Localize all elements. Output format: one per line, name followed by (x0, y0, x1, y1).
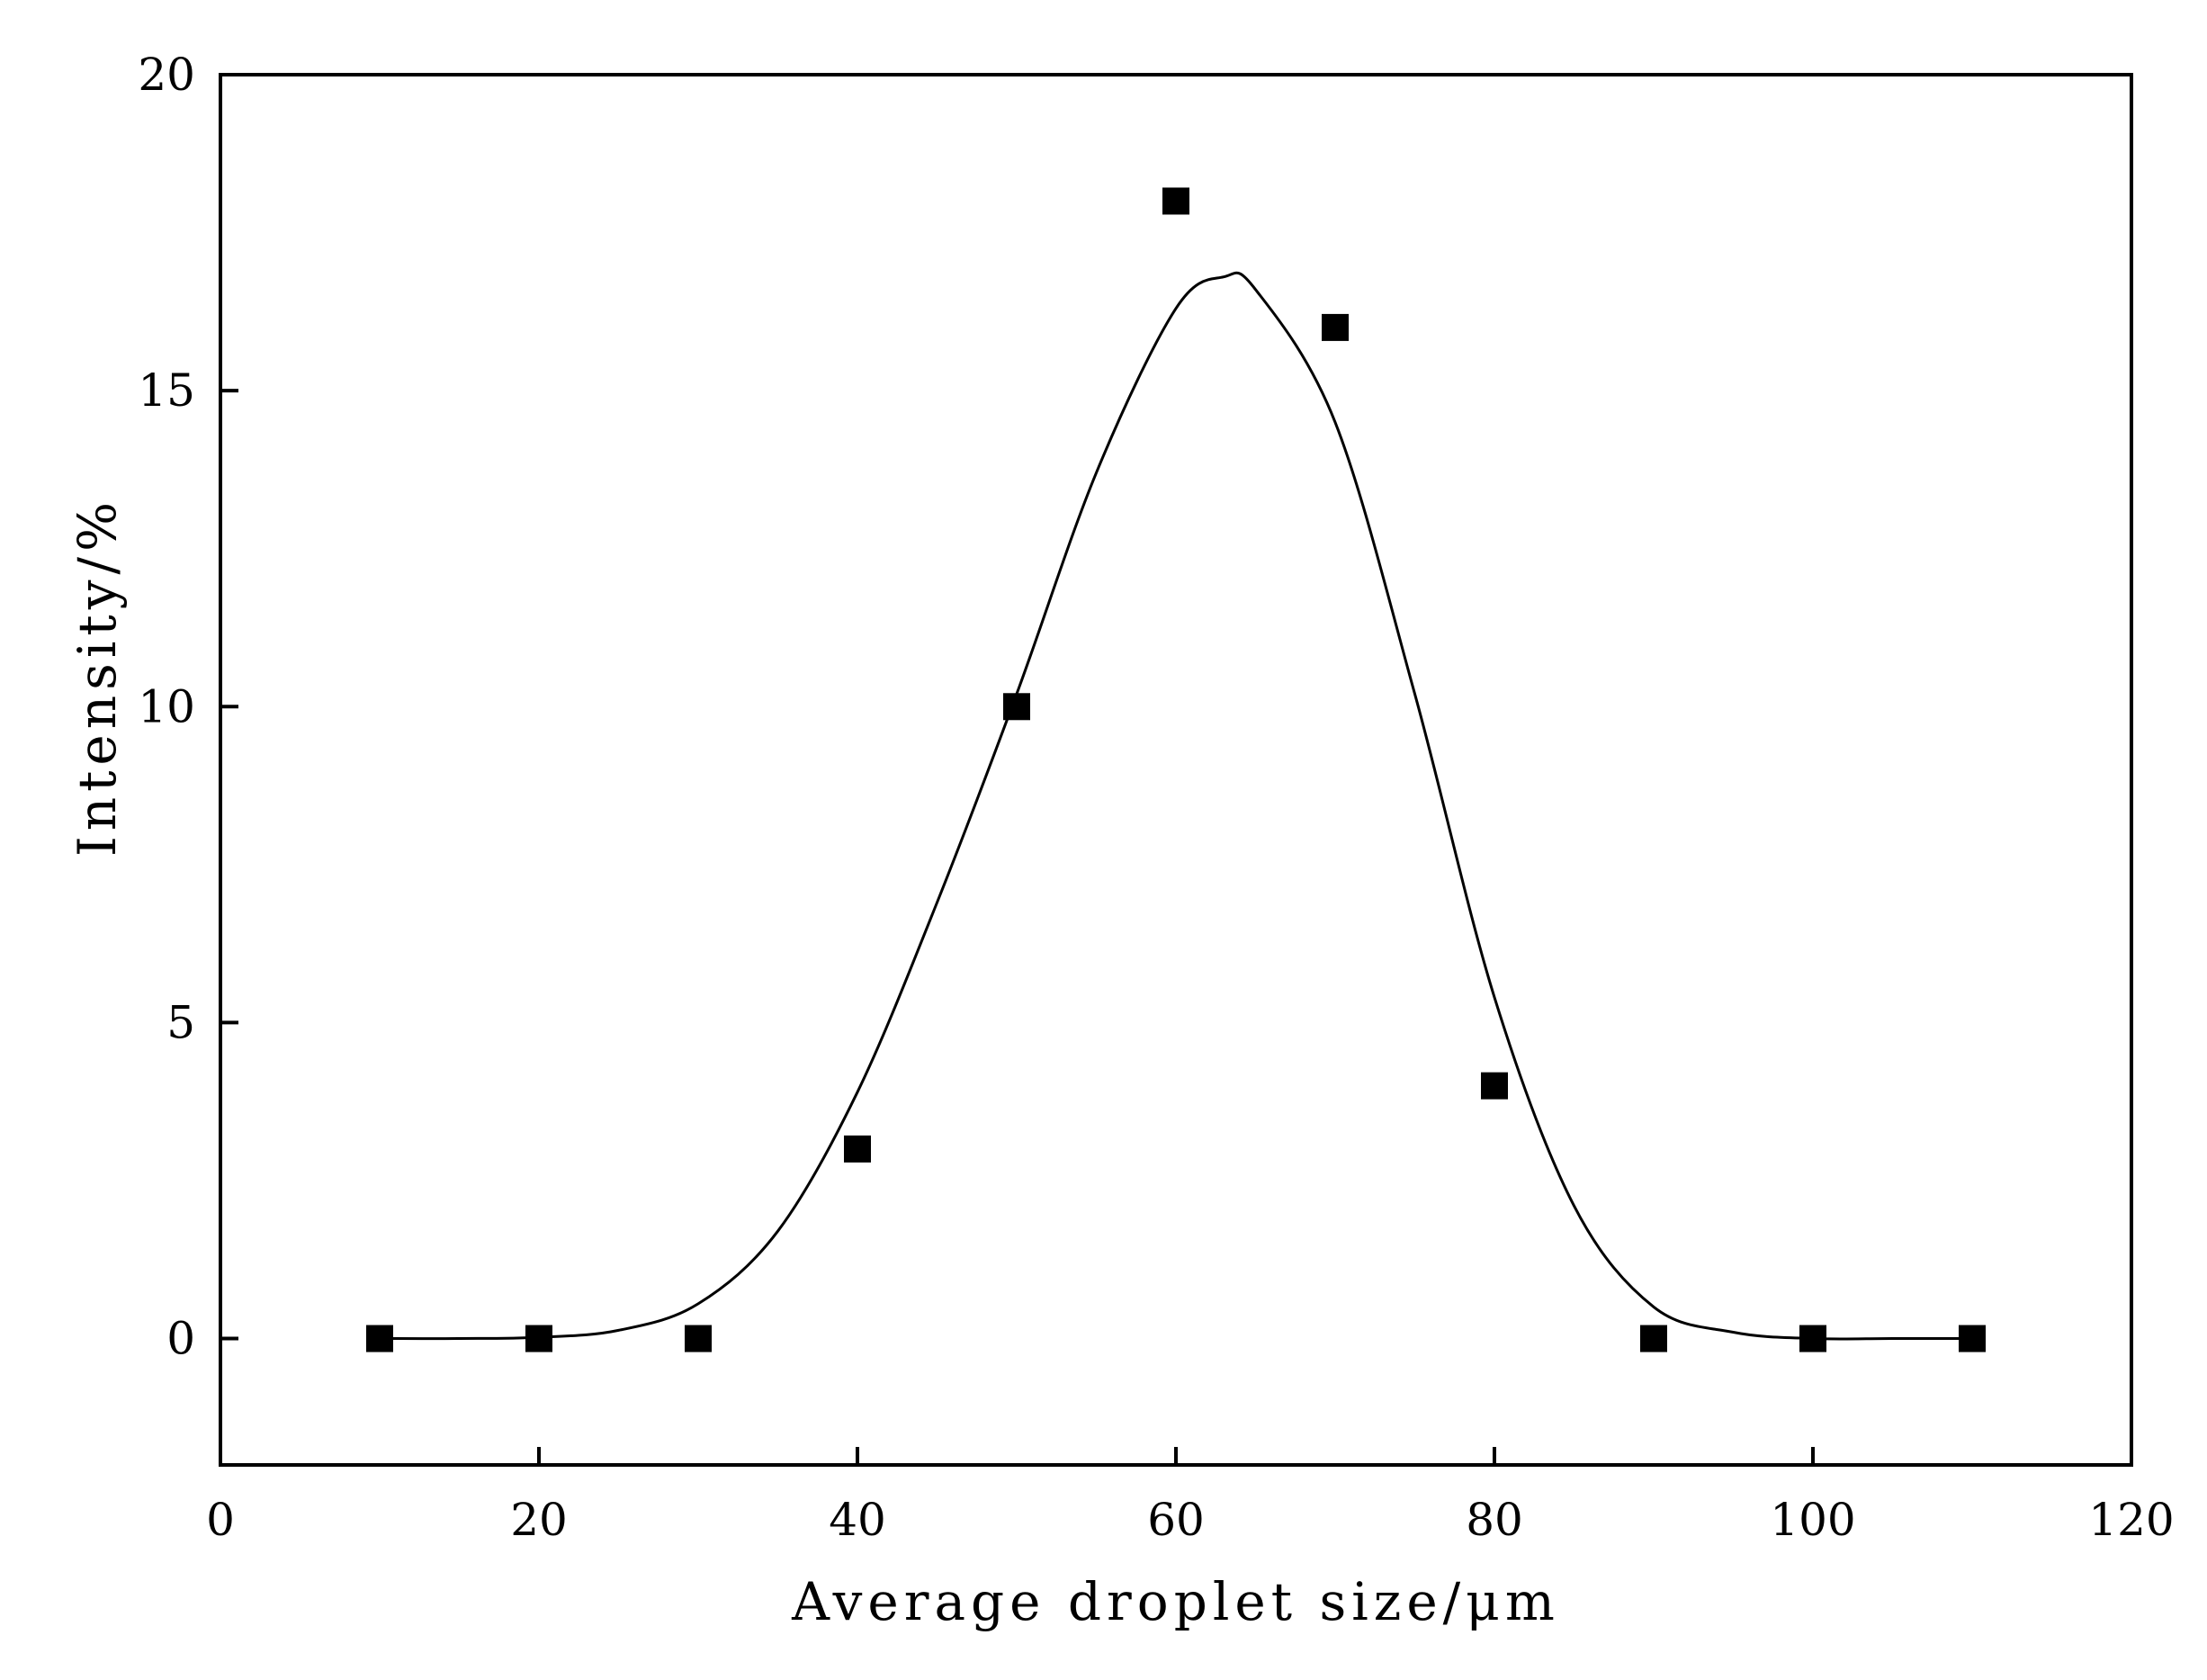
data-point-marker (525, 1325, 552, 1352)
x-tick-label: 80 (1466, 1494, 1523, 1546)
data-point-marker (1959, 1325, 1986, 1352)
data-point-marker (366, 1325, 393, 1352)
y-axis-title: Intensity/% (67, 497, 128, 857)
x-tick-label: 0 (206, 1494, 235, 1546)
data-point-marker (1322, 313, 1349, 341)
x-axis-ticks: 0 20 40 60 80 100 120 (206, 1447, 2175, 1546)
y-tick-label: 15 (138, 364, 195, 417)
plot-frame (219, 73, 2133, 1467)
x-tick-label: 100 (1770, 1494, 1855, 1546)
x-tick-label: 20 (510, 1494, 568, 1546)
y-tick-label: 0 (166, 1313, 195, 1365)
data-point-marker (1481, 1072, 1508, 1100)
y-tick-label: 5 (166, 996, 195, 1048)
fit-curve-layer (379, 271, 1972, 1341)
data-point-marker (844, 1135, 871, 1163)
data-point-marker (685, 1325, 712, 1352)
x-tick-label: 40 (829, 1494, 886, 1546)
fit-curve-line (379, 271, 1972, 1341)
x-tick-label: 60 (1147, 1494, 1205, 1546)
data-point-marker (1799, 1325, 1826, 1352)
data-point-marker (1003, 693, 1030, 721)
y-tick-label: 10 (138, 680, 195, 732)
data-points-layer (366, 187, 1986, 1352)
data-point-marker (1162, 187, 1189, 215)
x-tick-label: 120 (2088, 1494, 2174, 1546)
data-point-marker (1640, 1325, 1667, 1352)
y-axis-ticks: 0 5 10 15 20 (138, 49, 238, 1365)
x-axis-title: Average droplet size/μm (791, 1571, 1560, 1632)
y-tick-label: 20 (138, 49, 195, 101)
